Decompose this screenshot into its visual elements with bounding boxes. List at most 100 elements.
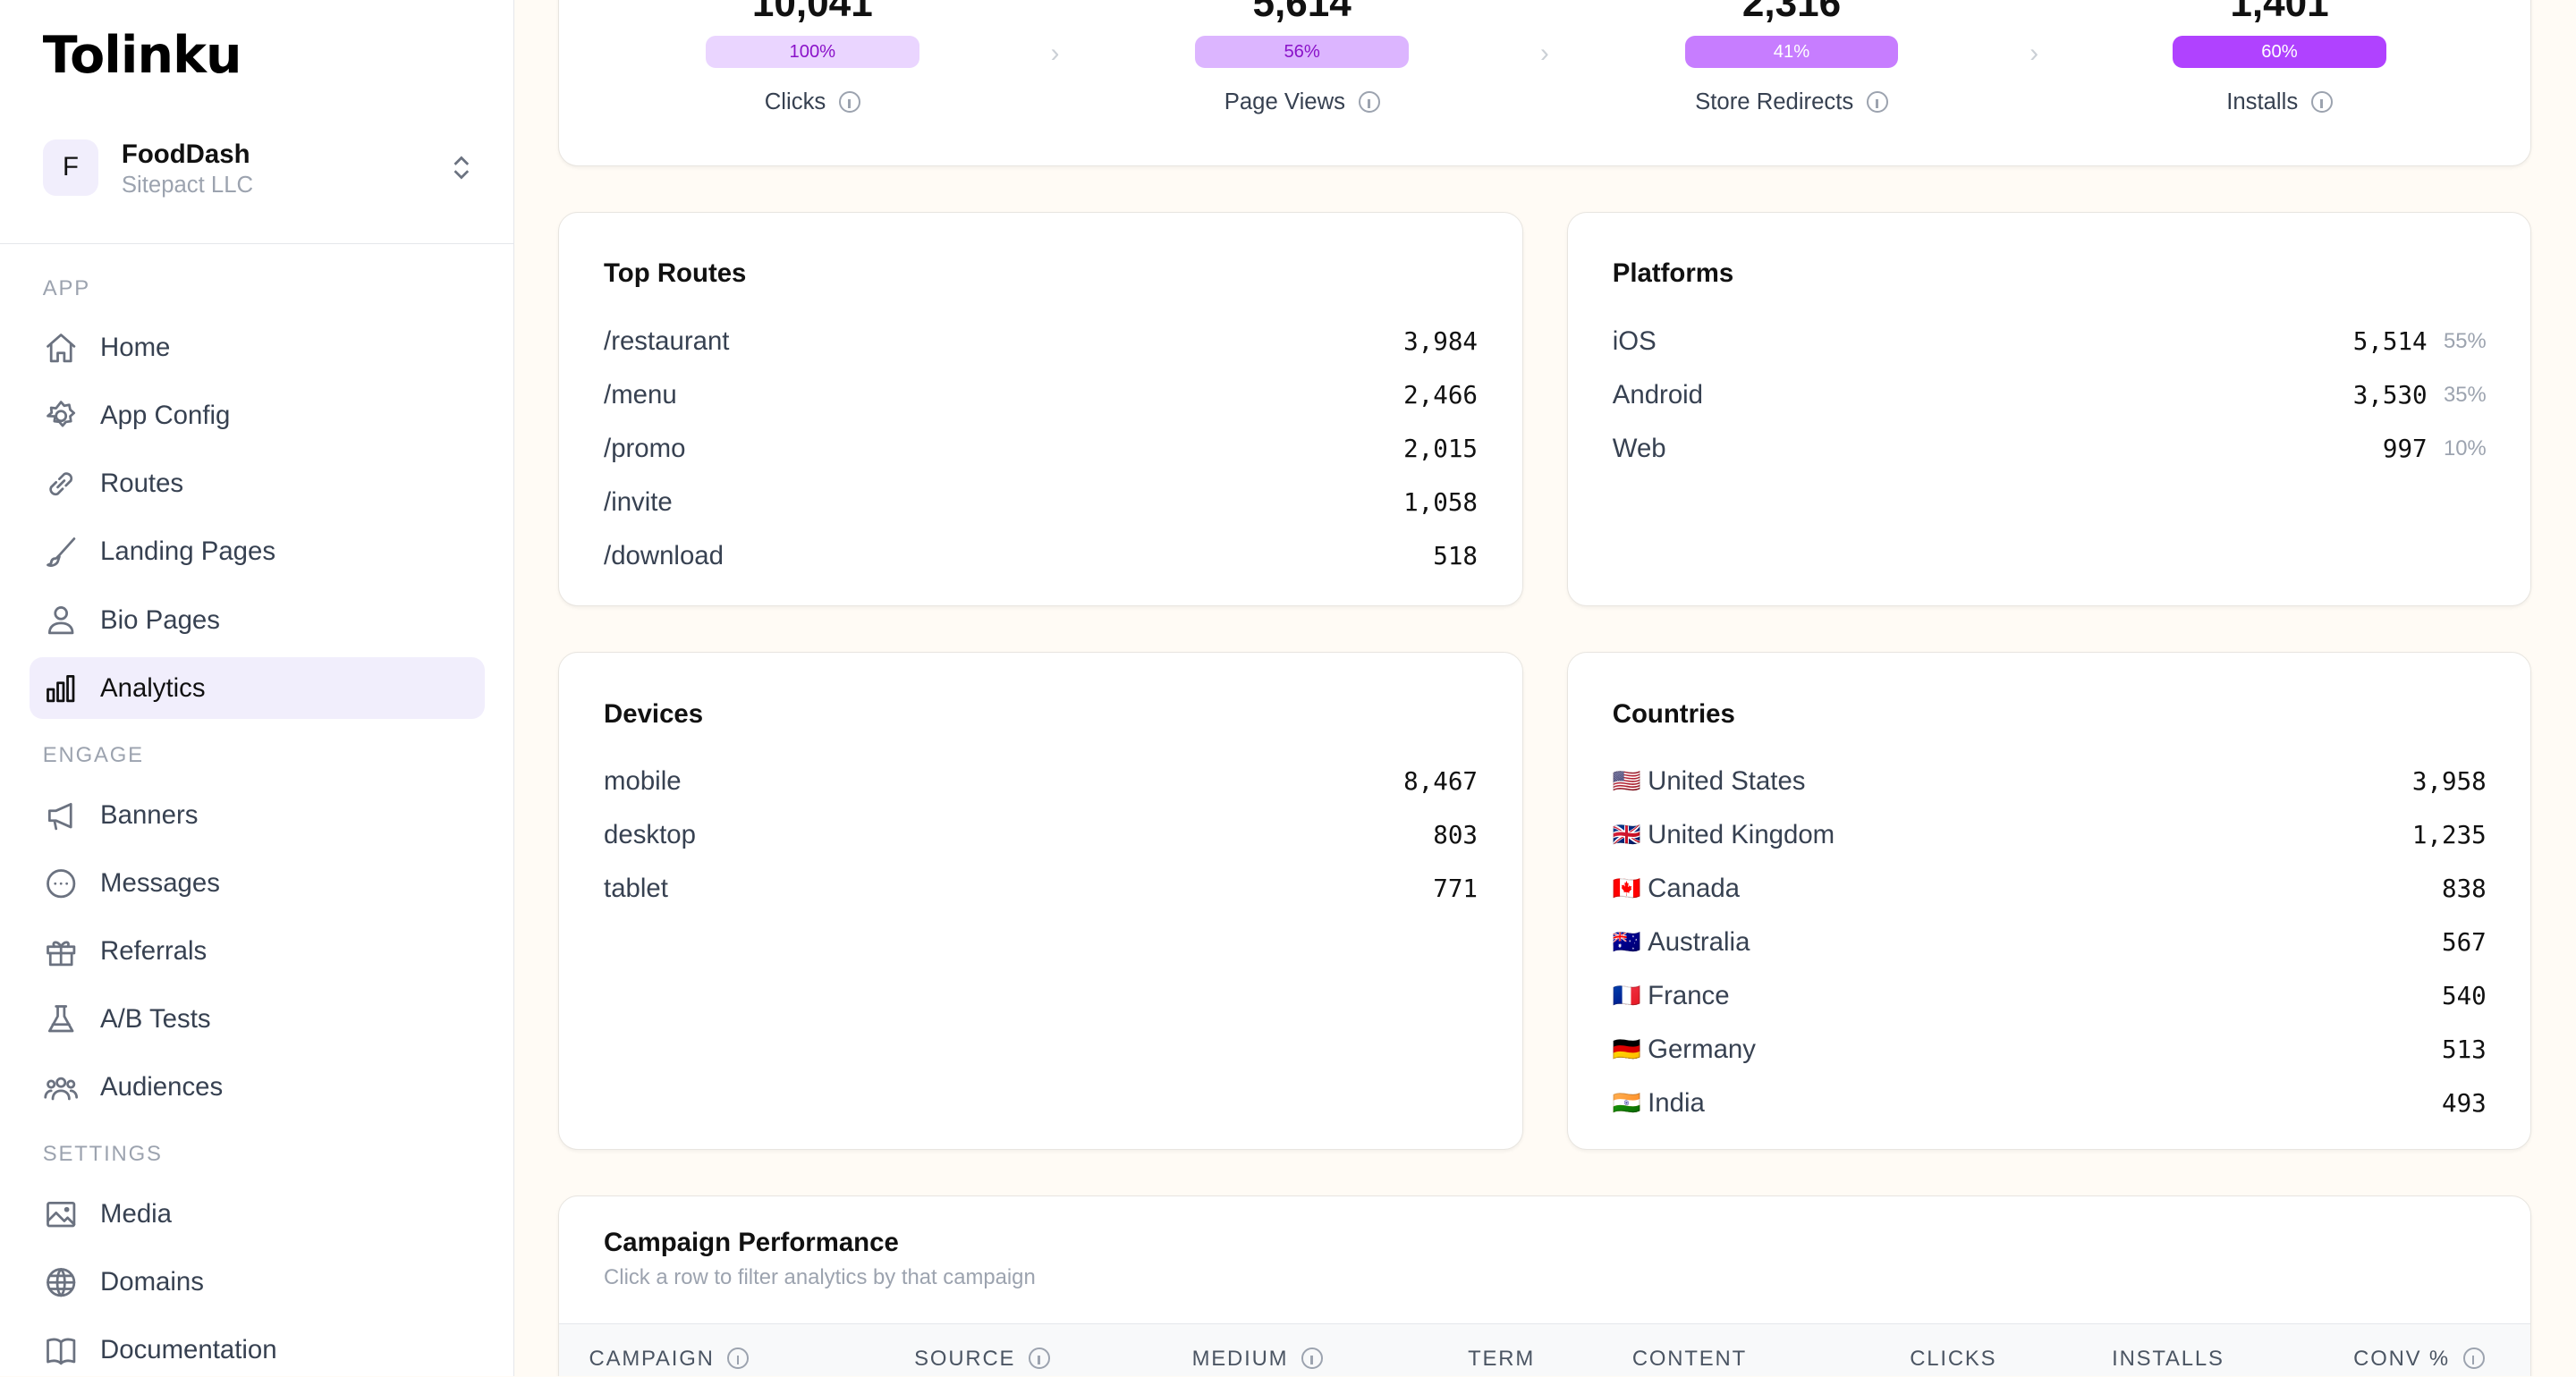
row-label: /download [604,541,724,570]
row-value: 518 [1433,542,1479,570]
list-item: 🇨🇦 Canada 838 [1613,862,2487,916]
row-label: Web [1612,433,1666,463]
funnel-percent-bar: 60% [2173,35,2386,69]
sidebar-item-bio-pages[interactable]: Bio Pages [30,589,485,652]
sidebar-item-domains[interactable]: Domains [30,1251,485,1314]
chevron-up-down-icon [453,156,470,180]
row-label: desktop [604,820,696,850]
sidebar-item-label: Bio Pages [100,604,220,635]
sidebar-item-referrals[interactable]: Referrals [30,920,485,983]
flag-icon: 🇬🇧 [1612,823,1641,849]
funnel-percent-bar: 100% [705,35,919,69]
column-header[interactable]: SOURCE [914,1347,1050,1372]
row-value: 3,530 [2352,380,2428,410]
row-label: /promo [604,433,686,463]
info-icon[interactable] [1358,90,1380,113]
column-header[interactable]: INSTALLS [2112,1347,2224,1372]
chevron-right-icon: › [1050,38,1060,69]
sidebar-item-label: Banners [100,799,199,830]
sidebar-item-routes[interactable]: Routes [30,453,485,516]
funnel-value: 2,316 [1741,0,1842,25]
flag-icon: 🇮🇳 [1612,1091,1641,1117]
sidebar-item-label: Referrals [100,935,208,966]
row-value: 803 [1433,821,1479,850]
sidebar-item-home[interactable]: Home [30,317,485,379]
chat-icon [46,868,76,898]
sidebar-item-a-b-tests[interactable]: A/B Tests [30,988,485,1051]
row-label: Android [1612,379,1704,410]
bar-chart-icon [46,675,75,703]
row-value: 1,235 [2411,821,2487,850]
info-icon[interactable] [838,90,860,113]
sidebar-item-landing-pages[interactable]: Landing Pages [30,521,485,584]
list-item: Android 3,530 35% [1613,368,2487,422]
link-icon [49,472,72,496]
sidebar-item-messages[interactable]: Messages [30,852,485,915]
column-header[interactable]: CONTENT [1632,1347,1747,1372]
divider [0,242,514,244]
sidebar-item-audiences[interactable]: Audiences [30,1056,485,1119]
sidebar-item-label: Home [100,333,171,363]
logo[interactable]: Tolinku [42,26,242,86]
funnel-percent-bar: 56% [1195,35,1410,69]
column-header[interactable]: MEDIUM [1192,1347,1323,1372]
column-header-label: INSTALLS [2112,1347,2224,1372]
flag-icon: 🇺🇸 [1612,769,1641,795]
row-value: 2,466 [1403,380,1479,410]
funnel-value: 1,401 [2230,0,2329,25]
sidebar-item-app-config[interactable]: App Config [30,385,485,448]
section-label: SETTINGS [42,1142,163,1167]
column-header-label: CONTENT [1631,1347,1747,1372]
funnel-label: Store Redirects [1627,89,1955,115]
row-label: India [1648,1088,1705,1119]
list-item: 🇮🇳 India 493 [1613,1077,2487,1130]
campaign-performance-card: Campaign Performance Click a row to filt… [558,1195,2532,1377]
funnel-value: 10,041 [751,0,873,25]
info-icon[interactable] [727,1347,750,1369]
org-switcher[interactable]: F FoodDash Sitepact LLC [42,139,473,199]
flask-icon [47,1004,74,1033]
sidebar-item-media[interactable]: Media [30,1183,485,1246]
column-header[interactable]: CAMPAIGN [589,1347,750,1372]
row-value: 8,467 [1403,767,1479,797]
sidebar-item-label: Landing Pages [100,536,276,567]
column-header[interactable]: TERM [1468,1347,1535,1372]
book-icon [46,1338,76,1365]
column-header[interactable]: CLICKS [1910,1347,1996,1372]
row-value: 3,984 [1403,326,1479,356]
platforms-card: Platforms iOS 5,514 55% Android 3,530 35% Web 9… [1567,211,2532,606]
sidebar-item-label: Routes [100,469,184,499]
sidebar-item-documentation[interactable]: Documentation [30,1319,485,1376]
row-value: 540 [2441,982,2487,1011]
home-icon [46,334,76,363]
flag-icon: 🇩🇪 [1612,1037,1641,1063]
users-icon [44,1077,78,1101]
row-label: /restaurant [604,325,730,356]
funnel-card: 10,041 100% Clicks › 5,614 56% Page Views… [558,0,2532,166]
row-value: 2,015 [1403,434,1479,463]
list-item: 🇫🇷 France 540 [1613,969,2487,1023]
info-icon[interactable] [1028,1347,1050,1369]
row-percent: 35% [2443,382,2487,407]
row-label: Germany [1648,1035,1756,1065]
info-icon[interactable] [2462,1347,2485,1369]
row-label: /menu [604,379,677,410]
main-content: 10,041 100% Clicks › 5,614 56% Page Views… [514,0,2576,1377]
card-title: Devices [604,698,704,729]
image-icon [46,1201,76,1228]
sidebar-item-label: Messages [100,867,220,898]
sidebar: Tolinku F FoodDash Sitepact LLC APP Home A… [0,0,514,1377]
sidebar-item-label: Analytics [100,672,206,703]
card-title: Countries [1612,698,1735,729]
list-item: /promo 2,015 [604,422,1478,476]
info-icon[interactable] [1866,90,1888,113]
row-value: 1,058 [1403,487,1479,517]
table-header: CAMPAIGN SOURCE MEDIUM TERM CONTENT CLICKS INS… [559,1322,2531,1377]
gift-icon [46,941,76,966]
list-item: /restaurant 3,984 [604,315,1478,368]
info-icon[interactable] [2310,90,2333,113]
sidebar-item-banners[interactable]: Banners [30,784,485,847]
info-icon[interactable] [1301,1347,1323,1369]
sidebar-item-analytics[interactable]: Analytics [30,656,485,720]
column-header[interactable]: CONV % [2353,1347,2485,1372]
